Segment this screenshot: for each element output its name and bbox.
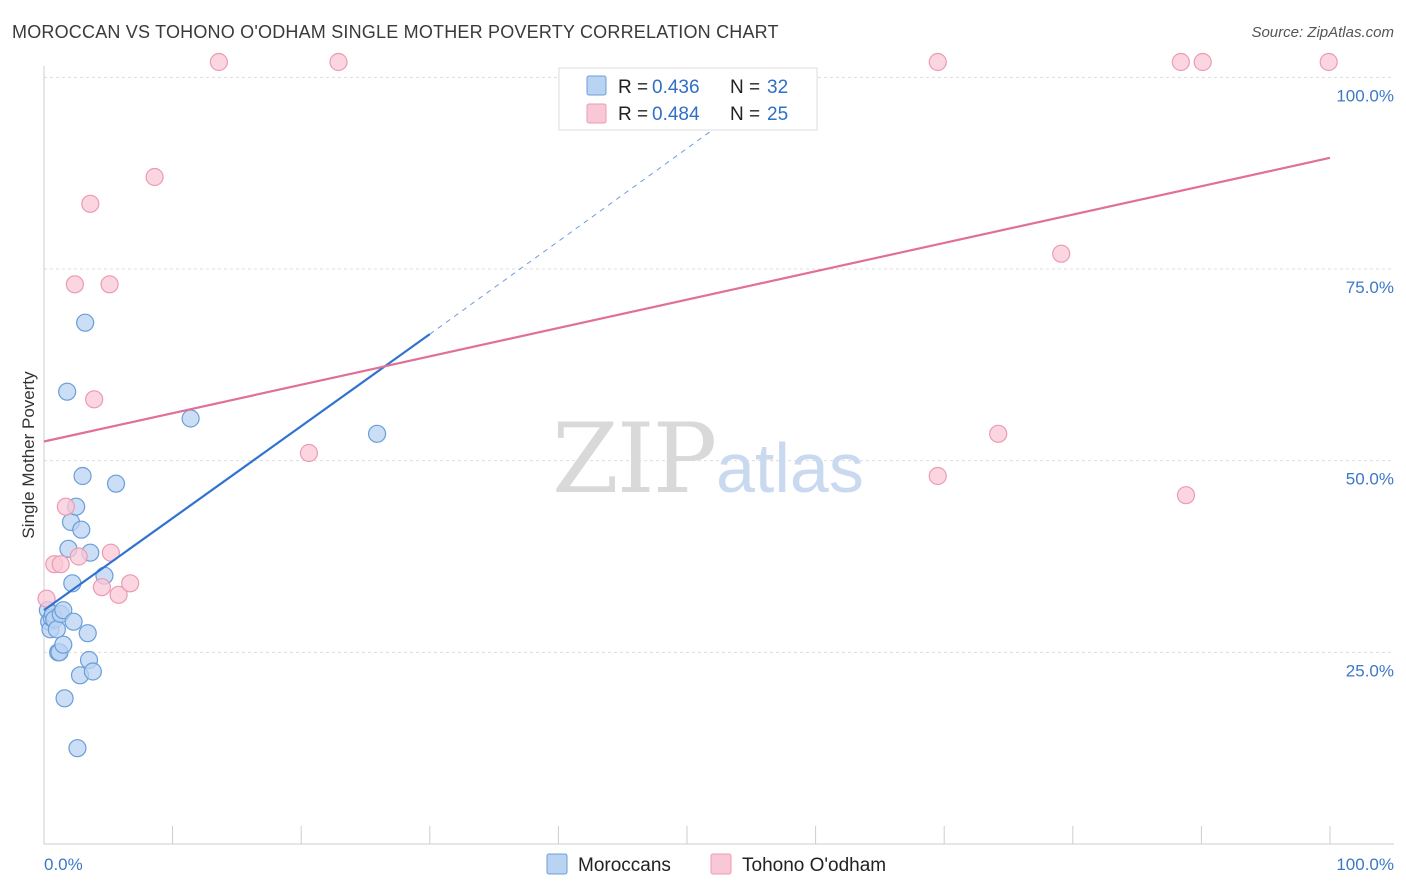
tohono-point-22 [1176, 486, 1196, 505]
moroccans-point-13 [58, 382, 77, 401]
moroccans-trendline [43, 333, 431, 612]
moroccans-point-11 [54, 635, 73, 654]
chart-title: MOROCCAN VS TOHONO O'ODHAM SINGLE MOTHER… [12, 22, 779, 42]
series-legend-label-moroccans: Moroccans [578, 855, 671, 876]
series-legend-swatch-moroccans [546, 853, 568, 875]
tohono-point-15 [329, 52, 348, 72]
y-tick-labels: 25.0% 50.0% 75.0% 100.0% [1336, 86, 1394, 680]
legend-r-value-2: 0.484 [652, 104, 700, 125]
legend-swatch-tohono [586, 103, 607, 124]
tohono-point-7 [85, 390, 104, 409]
tohono-point-2 [51, 555, 70, 574]
series-legend: Moroccans Tohono O'odham [546, 853, 886, 876]
moroccans-point-10 [54, 601, 73, 620]
y-tick-label-25: 25.0% [1346, 661, 1394, 680]
series-legend-swatch-tohono [710, 853, 732, 875]
tohono-point-24 [1319, 52, 1338, 72]
watermark-atlas: atlas [716, 429, 864, 507]
axes [43, 66, 1394, 845]
tohono-point-9 [100, 275, 119, 294]
moroccans-point-23 [76, 313, 95, 332]
moroccans-point-22 [73, 466, 92, 486]
tohono-point-14 [209, 52, 228, 72]
moroccans-point-24 [78, 624, 97, 643]
legend-r-label-1: R = [618, 77, 648, 98]
legend-n-value-2: 25 [767, 104, 788, 125]
watermark: ZIP atlas [552, 403, 864, 515]
moroccans-point-30 [181, 409, 200, 428]
y-tick-label-100: 100.0% [1336, 86, 1394, 105]
legend-swatch-moroccans [586, 75, 607, 96]
legend-n-value-1: 32 [767, 77, 788, 98]
tohono-point-11 [109, 585, 128, 604]
tohono-point-6 [81, 194, 100, 213]
x-tick-label-right: 100.0% [1336, 855, 1394, 874]
series-legend-label-tohono: Tohono O'odham [742, 855, 886, 876]
x-ticks [43, 826, 1331, 844]
tohono-point-17 [928, 466, 947, 486]
stats-legend: R = 0.436 N = 32 R = 0.484 N = 25 [558, 67, 818, 131]
trendlines [43, 92, 1331, 612]
legend-r-value-1: 0.436 [652, 77, 700, 98]
moroccans-point-27 [83, 662, 102, 681]
moroccans-point-19 [68, 739, 87, 758]
moroccans-points [38, 313, 387, 758]
y-tick-label-75: 75.0% [1346, 278, 1394, 297]
moroccans-point-12 [55, 689, 74, 708]
watermark-zip: ZIP [552, 403, 715, 515]
tohono-point-4 [65, 275, 84, 294]
tohono-point-16 [299, 443, 319, 463]
moroccans-point-29 [106, 474, 126, 493]
tohono-point-3 [56, 497, 75, 516]
tohono-points [37, 52, 1338, 608]
x-tick-label-left: 0.0% [44, 855, 83, 874]
legend-r-label-2: R = [618, 104, 648, 125]
tohono-point-8 [92, 578, 111, 597]
y-axis-label: Single Mother Poverty [19, 371, 38, 539]
tohono-point-21 [1171, 52, 1190, 72]
moroccans-point-6 [47, 620, 66, 639]
tohono-trendline [43, 156, 1331, 443]
y-tick-label-50: 50.0% [1346, 470, 1394, 489]
source-credit: Source: ZipAtlas.com [1251, 24, 1394, 41]
tohono-point-5 [69, 547, 88, 566]
tohono-point-12 [121, 574, 140, 593]
moroccans-point-17 [64, 612, 83, 631]
gridlines [44, 76, 1394, 653]
tohono-point-13 [145, 167, 164, 187]
moroccans-trendline-extension [429, 92, 765, 335]
moroccans-point-21 [72, 520, 91, 539]
tohono-point-20 [1052, 244, 1071, 263]
moroccans-point-31 [367, 424, 387, 443]
legend-n-label-2: N = [730, 104, 760, 125]
tohono-point-19 [989, 424, 1008, 443]
tohono-point-23 [1193, 52, 1212, 72]
tohono-point-18 [928, 52, 947, 72]
legend-n-label-1: N = [730, 77, 760, 98]
